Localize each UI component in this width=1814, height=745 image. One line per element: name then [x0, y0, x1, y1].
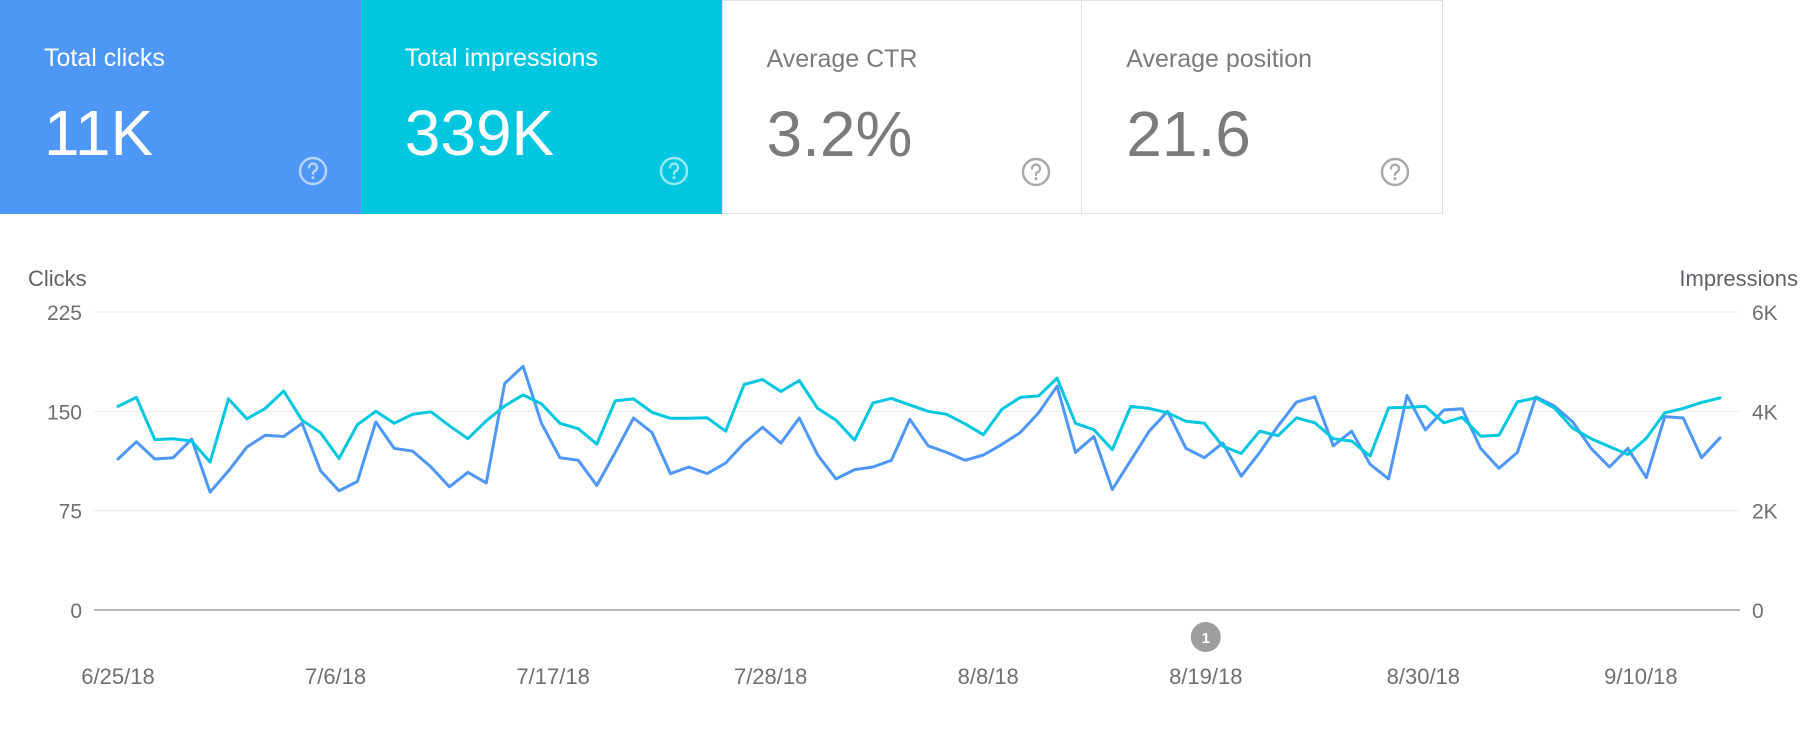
- performance-chart: Clicks Impressions 225 150 75 0 6K 4K 2K 0 6/2…: [28, 266, 1798, 689]
- metric-card-total-clicks[interactable]: Total clicks 11K: [0, 0, 361, 214]
- x-tick-label: 7/6/18: [305, 664, 366, 689]
- metric-card-average-position[interactable]: Average position 21.6: [1082, 0, 1443, 214]
- x-tick-label: 8/30/18: [1387, 664, 1460, 689]
- chart-grid: [94, 311, 1740, 611]
- help-icon[interactable]: [1021, 157, 1051, 187]
- y-right-tick-label: 0: [1752, 600, 1764, 623]
- clicks-series-line: [116, 364, 1722, 494]
- annotation-badge: [1190, 622, 1221, 652]
- x-tick-label: 8/8/18: [958, 664, 1019, 689]
- metric-value: 3.2%: [766, 98, 913, 170]
- metric-cards: Total clicks 11K Total impressions 339K …: [0, 0, 1443, 214]
- metric-value: 11K: [44, 97, 154, 169]
- y-axis-left-ticks: 225 150 75 0: [47, 302, 82, 623]
- x-tick-label: 8/19/18: [1169, 664, 1242, 689]
- x-axis-ticks: 6/25/18 7/6/18 7/17/18 7/28/18 8/8/18 8/19/18…: [81, 664, 1677, 689]
- y-left-tick-label: 150: [47, 401, 82, 424]
- y-axis-right-ticks: 6K 4K 2K 0: [1752, 302, 1778, 623]
- y-left-tick-label: 75: [59, 501, 82, 524]
- metric-label: Average CTR: [766, 45, 918, 73]
- y-right-tick-label: 4K: [1752, 401, 1778, 424]
- y-left-tick-label: 225: [47, 302, 82, 325]
- metric-card-total-impressions[interactable]: Total impressions 339K: [360, 0, 722, 214]
- impressions-series-line: [116, 376, 1722, 464]
- annotation-label: 1: [1202, 630, 1210, 647]
- metric-value: 339K: [404, 97, 555, 169]
- x-tick-label: 9/10/18: [1604, 664, 1677, 689]
- help-icon[interactable]: [298, 156, 328, 186]
- metric-label: Total clicks: [44, 44, 165, 72]
- y-right-tick-label: 2K: [1752, 501, 1778, 524]
- help-icon[interactable]: [659, 156, 689, 186]
- x-tick-label: 7/17/18: [516, 664, 589, 689]
- y-right-tick-label: 6K: [1752, 302, 1778, 325]
- x-tick-label: 7/28/18: [734, 664, 807, 689]
- help-icon[interactable]: [1380, 157, 1410, 187]
- y-axis-right-title: Impressions: [1679, 266, 1798, 291]
- y-axis-left-title: Clicks: [28, 266, 87, 291]
- chart-series: [116, 364, 1722, 494]
- x-tick-label: 6/25/18: [81, 664, 154, 689]
- metric-label: Total impressions: [404, 44, 598, 72]
- metric-value: 21.6: [1126, 98, 1251, 170]
- metric-label: Average position: [1126, 45, 1313, 73]
- y-left-tick-label: 0: [70, 600, 82, 623]
- metric-card-average-ctr[interactable]: Average CTR 3.2%: [721, 0, 1083, 214]
- annotation-marker[interactable]: 1: [1190, 622, 1221, 652]
